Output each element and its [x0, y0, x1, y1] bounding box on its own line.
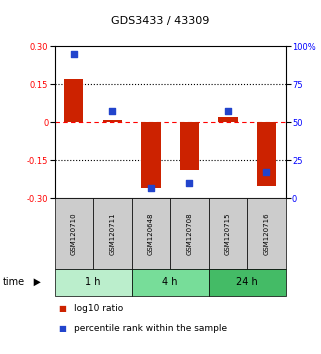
Text: ■: ■	[58, 304, 66, 313]
Text: GSM120716: GSM120716	[264, 212, 269, 255]
Text: GSM120710: GSM120710	[71, 212, 77, 255]
Text: GSM120648: GSM120648	[148, 212, 154, 255]
Text: GSM120708: GSM120708	[187, 212, 192, 255]
Text: 1 h: 1 h	[85, 277, 101, 287]
Point	[71, 51, 76, 56]
Text: GDS3433 / 43309: GDS3433 / 43309	[111, 16, 210, 26]
Bar	[103, 120, 122, 122]
Point	[148, 185, 153, 190]
Point	[187, 180, 192, 186]
Bar	[257, 122, 276, 185]
Text: ■: ■	[58, 324, 66, 333]
Bar	[64, 79, 83, 122]
Text: time: time	[3, 277, 25, 287]
Point	[110, 109, 115, 114]
Bar	[218, 117, 238, 122]
Text: log10 ratio: log10 ratio	[74, 304, 123, 313]
Point	[225, 109, 230, 114]
Text: 24 h: 24 h	[236, 277, 258, 287]
Text: 4 h: 4 h	[162, 277, 178, 287]
Text: GSM120711: GSM120711	[109, 212, 115, 255]
Bar	[141, 122, 160, 188]
Bar	[180, 122, 199, 170]
Point	[264, 170, 269, 175]
Text: GSM120715: GSM120715	[225, 212, 231, 255]
Text: percentile rank within the sample: percentile rank within the sample	[74, 324, 227, 333]
